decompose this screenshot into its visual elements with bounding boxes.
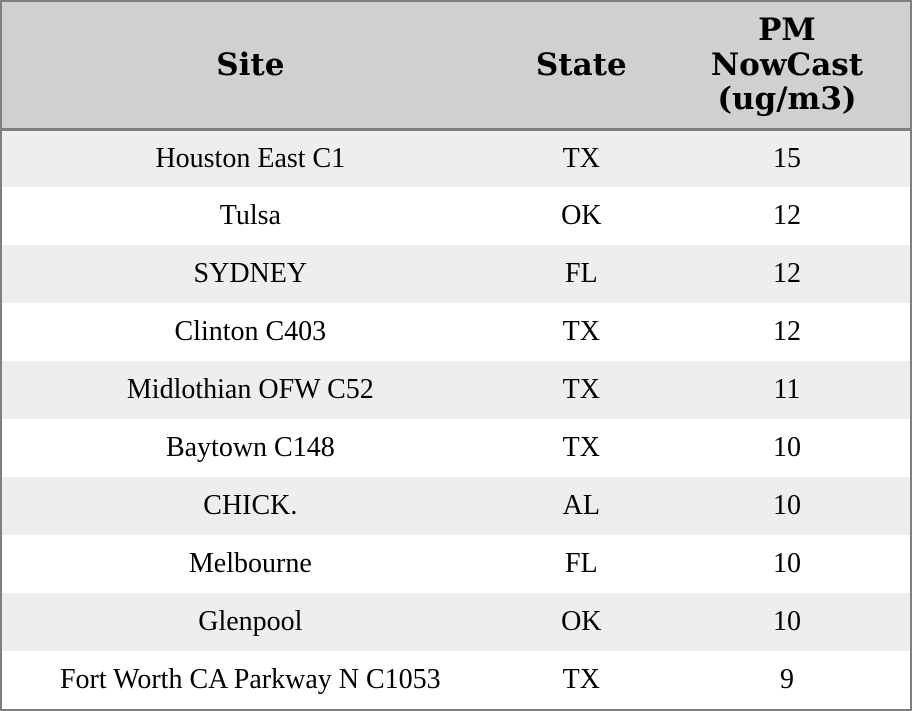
col-header-site: Site [2,2,499,131]
pm-cell: 10 [663,535,910,593]
state-cell: OK [498,593,664,651]
site-cell: Midlothian OFW C52 [2,361,499,420]
state-cell: FL [498,245,664,304]
pm-cell: 10 [663,419,910,478]
site-cell: Glenpool [2,593,499,651]
site-cell: Baytown C148 [2,419,499,478]
site-cell: CHICK. [2,477,499,536]
table-row: Tulsa OK 12 [2,187,910,246]
site-cell: Houston East C1 [2,129,499,188]
header-row: Site State PM NowCast (ug/m3) [2,2,910,131]
site-cell: Tulsa [2,187,499,246]
table-row: Glenpool OK 10 [2,593,910,651]
state-cell: OK [498,187,664,246]
col-header-state-label: State [535,46,627,83]
state-cell: TX [498,361,664,420]
table-row: SYDNEY FL 12 [2,245,910,304]
state-cell: TX [498,650,664,709]
pm-cell: 10 [663,477,910,536]
pm-cell: 10 [663,593,910,651]
pm-cell: 12 [663,245,910,304]
col-header-pm-nowcast: PM NowCast (ug/m3) [663,2,910,131]
state-cell: TX [498,419,664,478]
pm-cell: 12 [663,187,910,246]
pm-cell: 12 [663,303,910,362]
col-header-site-label: Site [216,46,285,83]
state-cell: FL [498,535,664,593]
site-cell: Fort Worth CA Parkway N C1053 [2,650,499,709]
col-header-state: State [498,2,664,131]
col-header-pm-nowcast-label: PM NowCast (ug/m3) [710,11,864,118]
table-row: CHICK. AL 10 [2,477,910,536]
state-cell: TX [498,303,664,362]
state-cell: AL [498,477,664,536]
table-row: Midlothian OFW C52 TX 11 [2,361,910,420]
table-row: Houston East C1 TX 15 [2,129,910,188]
table-body: Houston East C1 TX 15 Tulsa OK 12 SYDNEY… [2,129,910,709]
table-row: Baytown C148 TX 10 [2,419,910,478]
site-cell: Melbourne [2,535,499,593]
pm-cell: 15 [663,129,910,188]
site-cell: SYDNEY [2,245,499,304]
pm-cell: 9 [663,650,910,709]
table-row: Fort Worth CA Parkway N C1053 TX 9 [2,650,910,709]
table-row: Clinton C403 TX 12 [2,303,910,362]
table-row: Melbourne FL 10 [2,535,910,593]
state-cell: TX [498,129,664,188]
site-cell: Clinton C403 [2,303,499,362]
pm-cell: 11 [663,361,910,420]
